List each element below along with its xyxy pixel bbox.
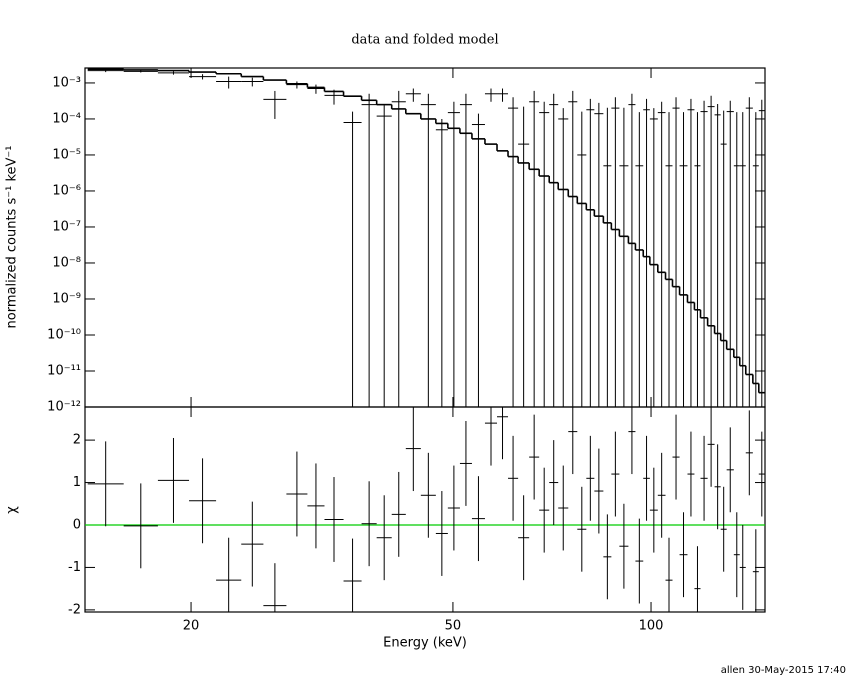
y-tick-label: 10⁻⁹ — [52, 291, 81, 306]
y-tick-label: -2 — [68, 602, 81, 617]
y-tick-label: 10⁻¹⁰ — [47, 327, 81, 342]
x-tick-label: 20 — [183, 619, 200, 634]
y-tick-label: 10⁻¹² — [47, 400, 81, 415]
plot-frame — [84, 406, 766, 613]
y-tick-label: 2 — [73, 433, 81, 448]
x-axis-label: Energy (keV) — [383, 636, 467, 651]
y-tick-label: 10⁻⁴ — [52, 111, 81, 126]
plot-area — [87, 68, 765, 407]
y-tick-label: 10⁻⁵ — [52, 147, 81, 162]
y-tick-label: 10⁻⁷ — [52, 219, 81, 234]
y-tick-label: 0 — [73, 517, 81, 532]
x-tick-label: 100 — [639, 619, 664, 634]
y-axis-label: normalized counts s⁻¹ keV⁻¹ — [5, 146, 20, 329]
y-tick-label: 10⁻⁸ — [52, 255, 81, 270]
x-tick-label: 50 — [445, 619, 462, 634]
y-tick-label: 10⁻¹¹ — [47, 363, 81, 378]
y-tick-label: 10⁻³ — [52, 75, 81, 90]
chart-title: data and folded model — [351, 33, 498, 48]
y-tick-label: -1 — [68, 560, 81, 575]
footer: allen 30-May-2015 17:40 — [721, 665, 846, 676]
y-axis-label: χ — [5, 506, 20, 514]
plot-area — [85, 407, 765, 612]
y-tick-label: 10⁻⁶ — [52, 183, 81, 198]
y-tick-label: 1 — [73, 475, 81, 490]
